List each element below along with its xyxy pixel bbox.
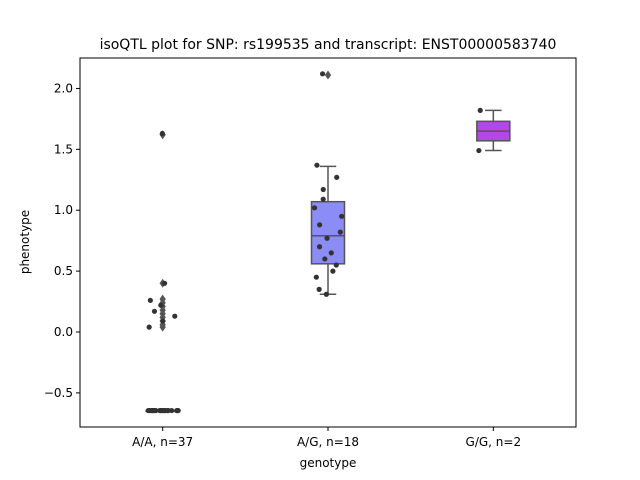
x-tick-label: G/G, n=2: [466, 435, 522, 449]
y-axis-label: phenotype: [18, 210, 32, 274]
y-tick-label: 1.5: [54, 142, 73, 156]
data-point: [172, 313, 178, 319]
data-point: [339, 213, 345, 219]
outlier-marker: [159, 322, 166, 332]
data-point: [151, 407, 157, 414]
x-tick-label: A/A, n=37: [132, 435, 193, 449]
data-point: [317, 222, 323, 228]
data-point: [313, 274, 319, 280]
data-point: [147, 297, 153, 303]
data-point: [158, 302, 164, 308]
data-point: [314, 162, 320, 168]
x-tick-label: A/G, n=18: [297, 435, 359, 449]
data-point: [476, 147, 482, 154]
data-point: [160, 318, 166, 324]
y-tick-label: −0.5: [44, 386, 73, 400]
data-point: [161, 407, 167, 414]
data-point: [337, 229, 343, 235]
x-axis-label: genotype: [300, 456, 357, 470]
box: [310, 200, 346, 265]
data-point: [162, 280, 168, 286]
data-point: [319, 71, 326, 77]
data-point: [323, 291, 330, 297]
chart-title: isoQTL plot for SNP: rs199535 and transc…: [100, 37, 557, 53]
data-point: [159, 130, 165, 137]
y-tick-label: 0.5: [54, 264, 73, 278]
data-point: [330, 268, 336, 274]
data-point: [320, 196, 326, 202]
data-point: [311, 205, 318, 211]
data-point: [322, 256, 328, 262]
data-point: [320, 186, 326, 193]
data-point: [316, 244, 323, 250]
data-point: [165, 407, 171, 414]
data-point: [175, 407, 181, 414]
data-point: [334, 174, 340, 180]
plot-area-frame: [79, 57, 577, 428]
data-point: [146, 324, 152, 330]
data-point: [333, 262, 339, 268]
data-point: [477, 107, 483, 113]
y-tick-label: 2.0: [54, 81, 73, 95]
data-point: [316, 286, 322, 292]
data-point: [328, 250, 334, 256]
y-tick-label: 0.0: [54, 325, 73, 339]
outlier-marker: [324, 70, 332, 80]
data-point: [324, 235, 330, 241]
y-tick-label: 1.0: [54, 203, 73, 217]
data-point: [151, 308, 158, 314]
